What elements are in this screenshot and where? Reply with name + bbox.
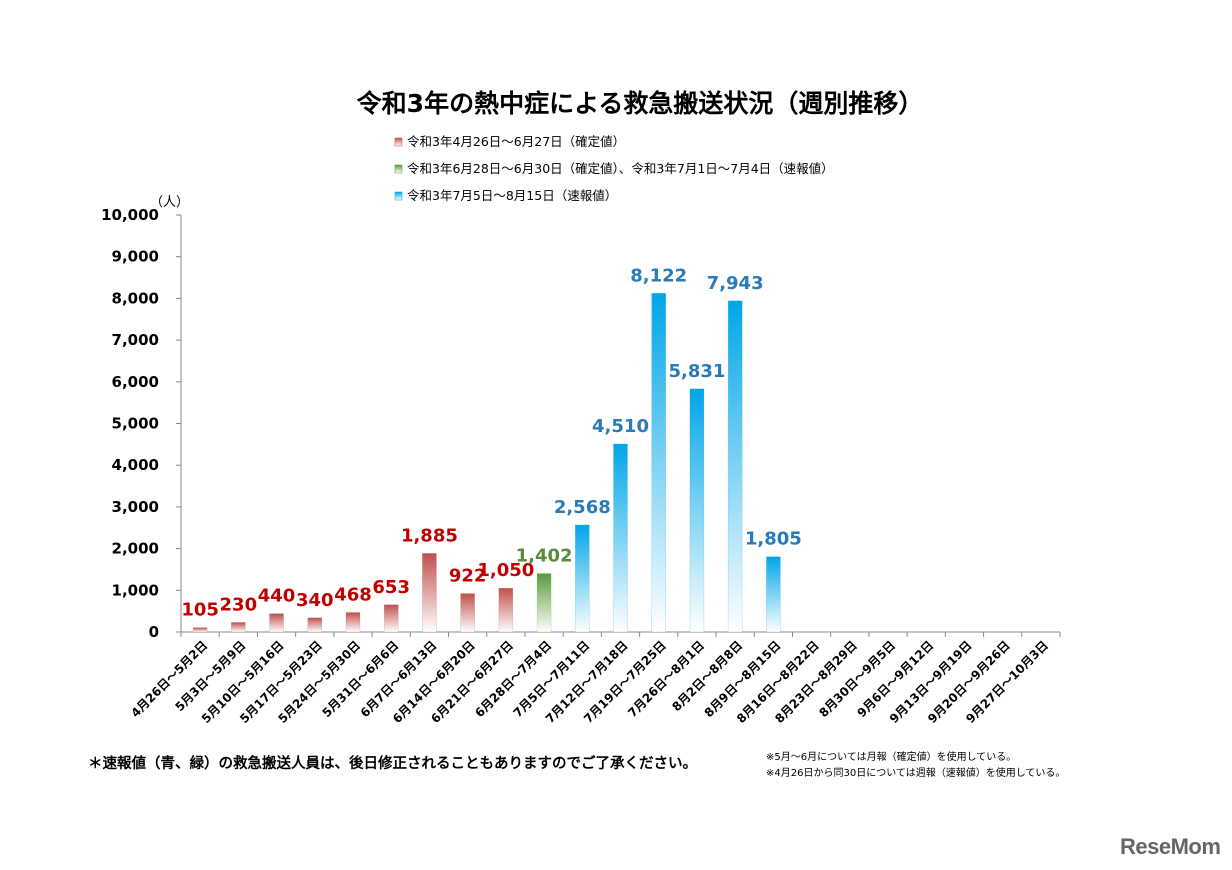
- data-label-13: 8,122: [630, 265, 687, 286]
- data-label-7: 1,885: [401, 525, 458, 546]
- y-tick-label: 5,000: [112, 415, 159, 433]
- y-tick-label: 6,000: [112, 373, 159, 391]
- bar-3: [269, 613, 284, 633]
- footnote-2: ※4月26日から同30日については週報（速報値）を使用している。: [766, 768, 1066, 779]
- bar-11: [575, 524, 590, 633]
- chart-title: 令和3年の熱中症による救急搬送状況（週別推移）: [357, 89, 924, 118]
- data-label-4: 340: [296, 590, 334, 611]
- bar-16: [766, 556, 781, 633]
- data-label-8: 922: [449, 566, 487, 587]
- bars: [192, 293, 781, 633]
- bar-8: [460, 593, 475, 633]
- data-label-2: 230: [220, 594, 258, 615]
- x-tick-label: 5月3日～5月9日: [172, 638, 248, 714]
- y-axis-unit: （人）: [150, 195, 189, 210]
- data-label-10: 1,402: [516, 546, 573, 567]
- data-label-1: 105: [181, 600, 219, 621]
- bar-13: [651, 293, 666, 633]
- y-tick-label: 10,000: [101, 206, 159, 224]
- y-tick-label: 7,000: [112, 331, 159, 349]
- footnote-main: ＊速報値（青、緑）の救急搬送人員は、後日修正されることもありますのでご了承くださ…: [88, 756, 697, 772]
- legend-swatch-kakutei: [394, 137, 403, 147]
- resemom-logo: ReseMom: [1120, 834, 1221, 859]
- data-label-5: 468: [334, 584, 372, 605]
- legend-label-kakutei: 令和3年4月26日～6月27日（確定値）: [407, 134, 625, 149]
- x-tick-labels: 4月26日～5月2日5月3日～5月9日5月10日～5月16日5月17日～5月23…: [128, 638, 1051, 726]
- legend-label-sokuhou: 令和3年7月5日～8月15日（速報値）: [407, 188, 617, 203]
- bar-6: [383, 604, 399, 633]
- legend-label-mixed: 令和3年6月28日～6月30日（確定値）、令和3年7月1日～7月4日（速報値）: [407, 161, 834, 176]
- y-tick-label: 0: [149, 623, 159, 641]
- y-tick-label: 2,000: [112, 540, 159, 558]
- y-tick-label: 1,000: [112, 581, 159, 599]
- data-label-3: 440: [258, 586, 296, 607]
- legend-swatch-sokuhou: [394, 191, 403, 201]
- data-label-6: 653: [372, 577, 410, 598]
- legend: 令和3年4月26日～6月27日（確定値） 令和3年6月28日～6月30日（確定値）…: [394, 134, 834, 203]
- bar-14: [689, 388, 705, 633]
- bar-15: [727, 300, 743, 633]
- data-label-14: 5,831: [668, 361, 725, 382]
- x-tick-label: 8月2日～8月8日: [669, 638, 745, 714]
- bar-2: [231, 622, 246, 633]
- bar-7: [422, 553, 437, 633]
- y-tick-label: 9,000: [112, 248, 159, 266]
- data-label-11: 2,568: [554, 497, 611, 518]
- data-label-16: 1,805: [745, 529, 802, 550]
- legend-swatch-mixed: [394, 164, 403, 174]
- bar-10: [536, 573, 552, 633]
- bar-12: [613, 443, 628, 633]
- chart-area: 令和3年の熱中症による救急搬送状況（週別推移） 令和3年4月26日～6月27日（…: [101, 89, 1061, 726]
- footnote-1: ※5月～6月については月報（確定値）を使用している。: [766, 752, 1017, 763]
- axes: 0 1,000 2,000 3,000 4,000 5,000 6,000 7,000 8,00…: [101, 206, 1061, 641]
- y-tick-label: 8,000: [112, 289, 159, 307]
- data-label-9: 1,050: [477, 560, 534, 581]
- bar-4: [307, 617, 323, 633]
- bar-9: [498, 587, 514, 633]
- bar-5: [345, 612, 361, 633]
- y-tick-label: 3,000: [112, 498, 159, 516]
- data-label-12: 4,510: [592, 416, 649, 437]
- data-label-15: 7,943: [707, 273, 764, 294]
- y-tick-label: 4,000: [112, 456, 159, 474]
- bar-1: [192, 627, 208, 633]
